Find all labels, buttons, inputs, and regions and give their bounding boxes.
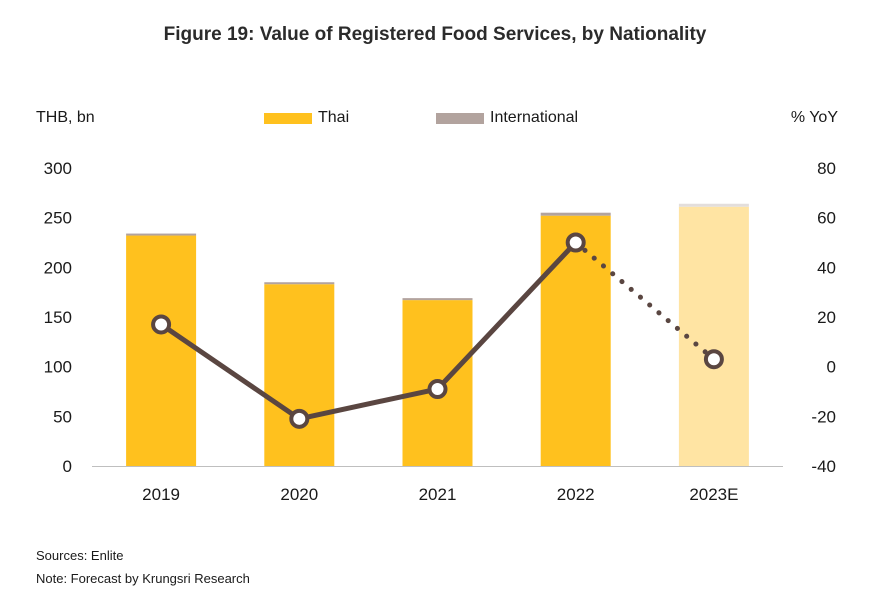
bar-thai [126, 235, 197, 466]
right-tick-label: 60 [817, 209, 836, 228]
left-tick-label: 0 [63, 457, 72, 476]
left-tick-label: 300 [44, 159, 72, 178]
bar-international [264, 282, 335, 285]
right-tick-label: -40 [811, 457, 836, 476]
x-tick-label: 2023E [689, 485, 738, 504]
yoy-point [289, 408, 310, 429]
x-tick-label: 2019 [142, 485, 180, 504]
left-tick-label: 100 [44, 358, 72, 377]
legend-label-thai: Thai [318, 109, 350, 126]
left-axis-unit: THB, bn [36, 109, 95, 126]
left-tick-label: 50 [53, 407, 72, 426]
left-tick-label: 200 [44, 258, 72, 277]
bar-international [678, 203, 749, 207]
right-tick-label: 20 [817, 308, 836, 327]
left-tick-label: 250 [44, 209, 72, 228]
right-axis-unit: % YoY [790, 109, 838, 126]
bar-international [540, 212, 611, 216]
x-tick-label: 2020 [280, 485, 318, 504]
yoy-point [151, 314, 172, 335]
bar-thai [540, 215, 611, 466]
right-tick-label: 40 [817, 258, 836, 277]
yoy-point [703, 349, 724, 370]
right-tick-label: -20 [811, 407, 836, 426]
yoy-line-actual [158, 240, 579, 422]
forecast-note: Note: Forecast by Krungsri Research [36, 571, 250, 586]
bar-thai [264, 284, 335, 466]
yoy-point [427, 379, 448, 400]
bar-international [126, 233, 197, 236]
right-tick-label: 80 [817, 159, 836, 178]
x-tick-label: 2021 [419, 485, 457, 504]
x-tick-label: 2022 [557, 485, 595, 504]
legend-label-international: International [490, 109, 579, 126]
legend-item-international: International [436, 109, 578, 127]
legend-swatch-thai [264, 112, 312, 124]
bar-international [402, 298, 473, 301]
right-tick-label: 0 [827, 358, 836, 377]
bar-thai [678, 206, 749, 467]
chart-title: Figure 19: Value of Registered Food Serv… [163, 24, 707, 45]
legend-swatch-international [436, 112, 484, 124]
left-tick-label: 150 [44, 308, 72, 327]
sources-note: Sources: Enlite [36, 548, 124, 563]
yoy-point [565, 232, 586, 253]
legend-item-thai: Thai [264, 109, 349, 127]
